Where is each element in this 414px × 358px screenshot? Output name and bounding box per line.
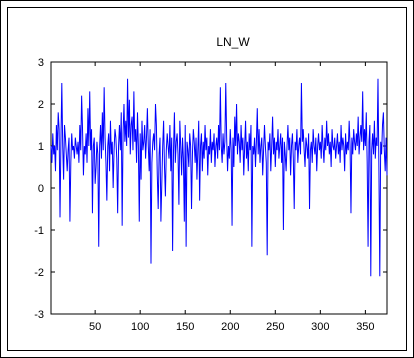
series-line-0 (50, 78, 388, 277)
y-tick-label: -1 (34, 225, 44, 237)
y-tick-label: -2 (34, 267, 44, 279)
y-tick-label: 2 (38, 99, 44, 111)
y-tick-label: 0 (38, 183, 44, 195)
inner-border (7, 7, 407, 351)
y-tick-label: 1 (38, 141, 44, 153)
x-tick-label: 250 (266, 321, 284, 333)
x-tick-label: 300 (311, 321, 329, 333)
y-tick-label: 3 (38, 57, 44, 69)
x-tick-label: 50 (89, 321, 101, 333)
x-tick-label: 350 (356, 321, 374, 333)
chart-title: LN_W (216, 35, 250, 49)
x-tick-label: 150 (176, 321, 194, 333)
x-tick-label: 200 (221, 321, 239, 333)
x-tick-label: 100 (131, 321, 149, 333)
y-tick-label: -3 (34, 309, 44, 321)
